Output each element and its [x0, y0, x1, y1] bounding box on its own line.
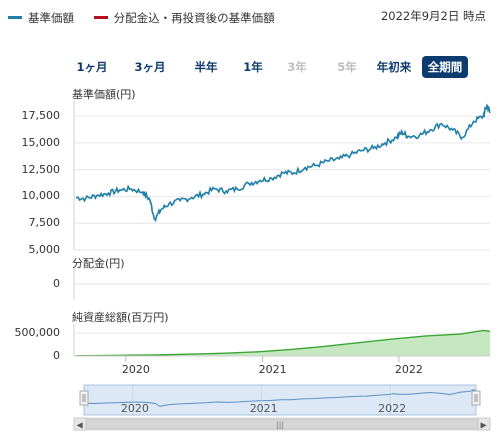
as-of-date: 2022年9月2日 時点 [380, 9, 486, 23]
scrollbar-grip-icon: ||| [276, 421, 284, 430]
nav-ytick-label: 5,000 [28, 243, 61, 256]
period-button-4: 3年 [287, 60, 307, 74]
scroll-left-button[interactable] [73, 417, 87, 431]
nav-ytick-label: 12,500 [21, 162, 61, 176]
scroll-right-icon: ▶ [481, 421, 488, 430]
dividend-chart-title: 分配金(円) [72, 257, 125, 270]
dividend-ytick-label: 0 [53, 277, 60, 290]
period-button-6[interactable]: 年初来 [376, 60, 412, 74]
legend-swatch-reinvest [93, 16, 108, 19]
legend-swatch-nav [8, 16, 22, 19]
legend: 基準価額 分配金込・再投資後の基準価額 [8, 8, 291, 26]
legend-item-reinvest[interactable]: 分配金込・再投資後の基準価額 [93, 10, 275, 26]
period-button-7[interactable]: 全期間 [422, 56, 468, 78]
navigator-tick-label: 2021 [250, 402, 278, 415]
navigator-series-line [85, 389, 477, 407]
nav-gridlines [73, 100, 490, 251]
legend-label-reinvest: 分配金込・再投資後の基準価額 [113, 10, 275, 25]
scroll-left-icon: ◀ [77, 421, 84, 430]
navigator-handle-left[interactable] [79, 390, 89, 406]
legend-label-nav: 基準価額 [28, 10, 74, 25]
nav-ytick-label: 17,500 [21, 109, 61, 123]
nav-ytick-label: 10,000 [21, 189, 61, 203]
nav-series-line [75, 103, 491, 223]
aum-series-line [75, 329, 491, 357]
period-button-3[interactable]: 1年 [243, 60, 263, 74]
dividend-panel [73, 268, 490, 300]
period-button-5: 5年 [337, 60, 357, 74]
aum-series-area [75, 330, 491, 356]
nav-ytick-label: 7,500 [28, 216, 61, 230]
navigator-tick-label: 2022 [378, 402, 406, 415]
nav-ytick-label: 15,000 [21, 135, 61, 149]
scroll-right-button[interactable] [477, 417, 491, 431]
navigator-tick-label: 2020 [121, 402, 149, 415]
x-tick-label: 2022 [395, 363, 423, 376]
aum-ytick-label: 0 [53, 349, 60, 362]
navigator: 2020 2021 2022 ◀ ▶ ||| [73, 384, 491, 431]
x-tick-label: 2020 [122, 363, 150, 376]
x-tick-label: 2021 [259, 363, 287, 376]
aum-chart-title: 純資産総額(百万円) [72, 311, 169, 324]
period-button-1[interactable]: 3ヶ月 [134, 60, 166, 74]
period-button-2[interactable]: 半年 [194, 60, 218, 74]
period-button-0[interactable]: 1ヶ月 [76, 60, 108, 74]
x-axis: 2020 2021 2022 [74, 355, 490, 376]
legend-item-nav[interactable]: 基準価額 [8, 10, 74, 26]
navigator-handle-right[interactable] [471, 390, 481, 406]
nav-chart-title: 基準価額(円) [72, 88, 136, 101]
aum-ytick-label: 500,000 [14, 326, 61, 340]
